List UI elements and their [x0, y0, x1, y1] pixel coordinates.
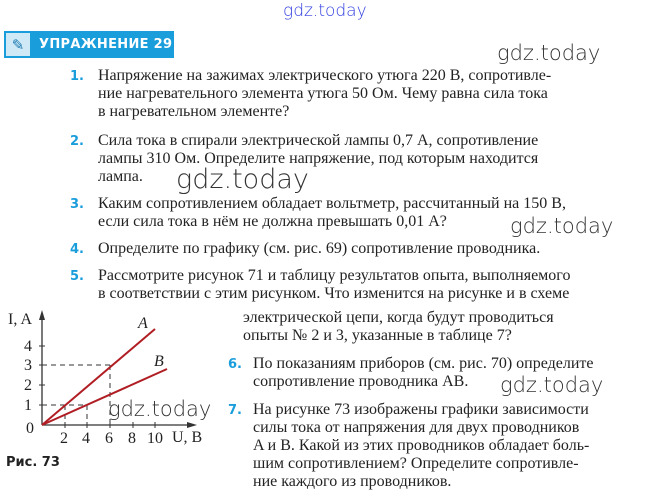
- watermark: gdz.today: [497, 41, 601, 65]
- exercise-text-line: электрической цепи, когда будут проводит…: [243, 309, 554, 326]
- x-tick: 8: [128, 430, 136, 447]
- x-axis-arrow: [187, 422, 197, 428]
- exercise-number: 1.: [70, 69, 84, 84]
- watermark: gdz.today: [500, 373, 604, 397]
- figure-caption: Рис. 73: [6, 455, 60, 470]
- x-tick: 2: [60, 430, 68, 447]
- exercise-text-line: По показаниям приборов (см. рис. 70) опр…: [253, 355, 594, 372]
- exercise-text-line: Сила тока в спирали электрической лампы …: [98, 132, 539, 149]
- y-tick: 4: [24, 338, 32, 355]
- exercise-text-line: ние каждого из проводников.: [253, 473, 452, 490]
- exercise-text-line: шим сопротивлением? Определите сопротивл…: [253, 455, 579, 472]
- x-tick: 4: [82, 430, 90, 447]
- exercise-text-line: опыты № 2 и 3, указанные в таблице 7?: [243, 327, 512, 344]
- watermark: gdz.today: [510, 214, 614, 238]
- exercise-text-line: лампа.: [98, 168, 143, 185]
- exercise-text-line: A и B. Какой из этих проводников обладае…: [253, 437, 590, 454]
- tick-marks: [39, 345, 156, 428]
- watermark: gdz.today: [108, 397, 212, 421]
- exercise-number: 7.: [228, 403, 242, 418]
- exercise-text-line: в соответствии с этим рисунком. Что изме…: [98, 285, 570, 302]
- line-a: [41, 328, 156, 426]
- exercise-text-line: в нагревательном элементе?: [98, 103, 290, 120]
- x-tick: 10: [147, 430, 163, 447]
- y-tick: 3: [24, 357, 32, 374]
- exercise-header: ✎ УПРАЖНЕНИЕ 29: [4, 31, 174, 58]
- exercise-text-line: Определите по графику (см. рис. 69) сопр…: [98, 240, 541, 257]
- exercise-title: УПРАЖНЕНИЕ 29: [39, 37, 173, 52]
- x-tick: 6: [105, 430, 113, 447]
- exercise-text-line: На рисунке 73 изображены графики зависим…: [253, 401, 589, 418]
- exercise-number: 4.: [70, 242, 84, 257]
- line-b-label: B: [154, 353, 164, 370]
- figure-73: A B I, A U, B 0 2 4 6 8 10 1 2 3 4: [8, 310, 202, 447]
- exercise-text-line: Напряжение на зажимах электрического утю…: [98, 67, 552, 84]
- exercise-text-line: если сила тока в нём не должна превышать…: [98, 213, 447, 230]
- exercise-text-line: ние нагревательного элемента утюга 50 Ом…: [98, 85, 548, 102]
- watermark: gdz.today: [176, 164, 309, 195]
- pencil-icon: ✎: [6, 33, 30, 56]
- y-tick: 1: [24, 397, 32, 414]
- exercise-text-line: Рассмотрите рисунок 71 и таблицу результ…: [98, 267, 571, 284]
- exercise-text-line: сопротивление проводника AB.: [253, 373, 469, 390]
- exercise-text-line: Каким сопротивлением обладает вольтметр,…: [98, 195, 566, 212]
- x-axis-label: U, B: [172, 429, 202, 446]
- exercise-number: 2.: [70, 134, 84, 149]
- exercise-text-line: силы тока от напряжения для двух проводн…: [253, 419, 580, 436]
- y-axis-arrow: [39, 310, 45, 320]
- exercise-number: 3.: [70, 197, 84, 212]
- watermark: gdz.today: [283, 1, 367, 21]
- exercise-text-line: лампы 310 Ом. Определите напряжение, под…: [98, 150, 539, 167]
- origin-label: 0: [26, 420, 34, 437]
- y-tick: 2: [24, 377, 32, 394]
- line-b: [41, 368, 168, 426]
- exercise-number: 5.: [70, 269, 84, 284]
- exercise-number: 6.: [228, 357, 242, 372]
- line-a-label: A: [137, 315, 148, 332]
- y-axis-label: I, A: [8, 311, 32, 328]
